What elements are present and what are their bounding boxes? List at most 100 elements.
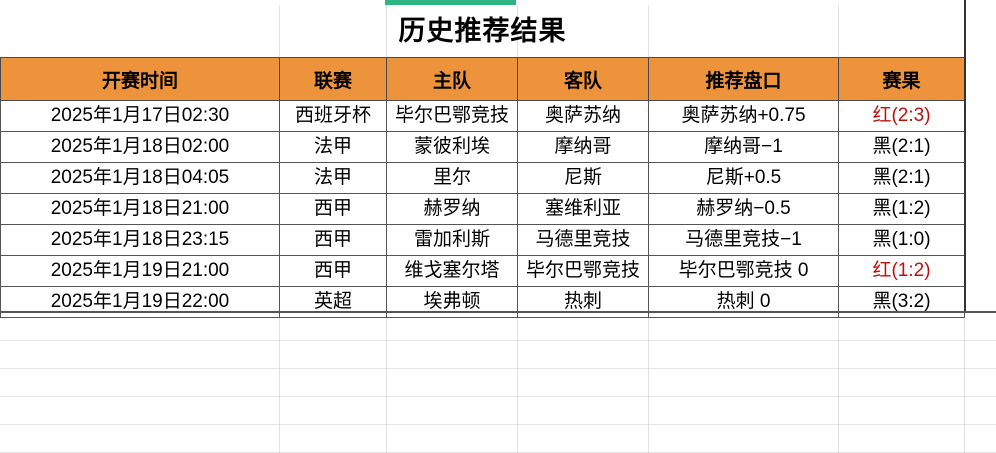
cell-league[interactable]: 西班牙杯: [279, 100, 387, 132]
cell-pick[interactable]: 毕尔巴鄂竞技 0: [648, 255, 839, 287]
cell-text: 红(1:2): [872, 260, 931, 281]
cell-text: 摩纳哥: [554, 136, 612, 157]
cell-league[interactable]: 西甲: [279, 224, 387, 256]
cell-away[interactable]: 马德里竞技: [517, 224, 649, 256]
cell-text: 法甲: [313, 167, 352, 188]
cell-time[interactable]: 2025年1月18日21:00: [0, 193, 280, 225]
cell-text: 热刺: [563, 291, 602, 312]
cell-text: 红(2:3): [872, 105, 931, 126]
cell-result[interactable]: 黑(1:0): [838, 224, 965, 256]
table-row[interactable]: 2025年1月19日21:00 西甲 维戈塞尔塔 毕尔巴鄂竞技 毕尔巴鄂竞技 0 红(1:…: [0, 255, 965, 287]
table-row[interactable]: 2025年1月18日23:15 西甲 雷加利斯 马德里竞技 马德里竞技−1 黑(1:0): [0, 224, 965, 256]
column-header-home[interactable]: 主队: [386, 57, 518, 101]
cell-result[interactable]: 黑(2:1): [838, 131, 965, 163]
cell-league[interactable]: 西甲: [279, 255, 387, 287]
green-progress-strip: [385, 0, 516, 5]
cell-text: 黑(3:2): [872, 291, 931, 312]
cell-text: 2025年1月18日23:15: [50, 229, 230, 250]
cell-away[interactable]: 尼斯: [517, 162, 649, 194]
cell-pick[interactable]: 尼斯+0.5: [648, 162, 839, 194]
table-row[interactable]: 2025年1月18日02:00 法甲 蒙彼利埃 摩纳哥 摩纳哥−1 黑(2:1): [0, 131, 965, 163]
cell-text: 2025年1月19日22:00: [50, 291, 230, 312]
cell-text: 英超: [313, 291, 352, 312]
cell-away[interactable]: 摩纳哥: [517, 131, 649, 163]
cell-time[interactable]: 2025年1月18日04:05: [0, 162, 280, 194]
cell-league[interactable]: 西甲: [279, 193, 387, 225]
column-header-league[interactable]: 联赛: [279, 57, 387, 101]
cell-text: 马德里竞技−1: [685, 229, 802, 250]
cell-time[interactable]: 2025年1月19日21:00: [0, 255, 280, 287]
cell-text: 法甲: [313, 136, 352, 157]
cell-text: 赫罗纳−0.5: [696, 198, 791, 219]
cell-text: 黑(2:1): [872, 136, 931, 157]
cell-text: 2025年1月18日04:05: [50, 167, 230, 188]
column-header-time[interactable]: 开赛时间: [0, 57, 280, 101]
cell-text: 黑(1:0): [872, 229, 931, 250]
history-results-table[interactable]: 开赛时间 联赛 主队 客队 推荐盘口 赛果 2025年1月17日02:30 西班牙…: [0, 57, 965, 318]
cell-home[interactable]: 雷加利斯: [386, 224, 518, 256]
cell-result[interactable]: 红(2:3): [838, 100, 965, 132]
cell-time[interactable]: 2025年1月18日23:15: [0, 224, 280, 256]
grid-row-rule: [0, 396, 996, 397]
cell-pick[interactable]: 赫罗纳−0.5: [648, 193, 839, 225]
cell-text: 里尔: [432, 167, 471, 188]
grid-row-rule: [0, 424, 996, 425]
cell-text: 蒙彼利埃: [413, 136, 490, 157]
table-row[interactable]: 2025年1月18日04:05 法甲 里尔 尼斯 尼斯+0.5 黑(2:1): [0, 162, 965, 194]
cell-text: 2025年1月18日02:00: [50, 136, 230, 157]
cell-away[interactable]: 奥萨苏纳: [517, 100, 649, 132]
cell-away[interactable]: 毕尔巴鄂竞技: [517, 255, 649, 287]
cell-text: 2025年1月19日21:00: [50, 260, 230, 281]
cell-text: 尼斯+0.5: [705, 167, 782, 188]
cell-text: 西甲: [313, 260, 352, 281]
cell-text: 毕尔巴鄂竞技 0: [678, 260, 809, 281]
cell-time[interactable]: 2025年1月18日02:00: [0, 131, 280, 163]
cell-text: 2025年1月17日02:30: [50, 105, 230, 126]
cell-result[interactable]: 红(1:2): [838, 255, 965, 287]
table-row[interactable]: 2025年1月18日21:00 西甲 赫罗纳 塞维利亚 赫罗纳−0.5 黑(1:2): [0, 193, 965, 225]
grid-row-rule: [0, 340, 996, 341]
cell-text: 毕尔巴鄂竞技: [394, 105, 509, 126]
cell-text: 西班牙杯: [294, 105, 371, 126]
cell-time[interactable]: 2025年1月17日02:30: [0, 100, 280, 132]
cell-text: 黑(2:1): [872, 167, 931, 188]
cell-text: 维戈塞尔塔: [404, 260, 500, 281]
column-header-pick[interactable]: 推荐盘口: [648, 57, 839, 101]
table-header-row: 开赛时间 联赛 主队 客队 推荐盘口 赛果: [0, 57, 965, 101]
cell-text: 马德里竞技: [535, 229, 631, 250]
cell-text: 奥萨苏纳+0.75: [681, 105, 806, 126]
cell-text: 塞维利亚: [544, 198, 621, 219]
sheet-title-row: 历史推荐结果: [0, 5, 965, 57]
cell-text: 西甲: [313, 229, 352, 250]
grid-row-rule: [0, 368, 996, 369]
column-header-result[interactable]: 赛果: [838, 57, 965, 101]
cell-home[interactable]: 毕尔巴鄂竞技: [386, 100, 518, 132]
cell-pick[interactable]: 奥萨苏纳+0.75: [648, 100, 839, 132]
cell-pick[interactable]: 摩纳哥−1: [648, 131, 839, 163]
cell-text: 赫罗纳: [423, 198, 481, 219]
cell-away[interactable]: 塞维利亚: [517, 193, 649, 225]
cell-home[interactable]: 赫罗纳: [386, 193, 518, 225]
column-header-away[interactable]: 客队: [517, 57, 649, 101]
cell-home[interactable]: 蒙彼利埃: [386, 131, 518, 163]
cell-text: 奥萨苏纳: [544, 105, 621, 126]
cell-league[interactable]: 法甲: [279, 162, 387, 194]
cell-text: 尼斯: [563, 167, 602, 188]
cell-league[interactable]: 法甲: [279, 131, 387, 163]
cell-text: 摩纳哥−1: [704, 136, 783, 157]
table-body[interactable]: 2025年1月17日02:30 西班牙杯 毕尔巴鄂竞技 奥萨苏纳 奥萨苏纳+0.75 红(…: [0, 100, 965, 318]
cell-result[interactable]: 黑(1:2): [838, 193, 965, 225]
used-range-bottom-border: [0, 311, 996, 313]
cell-text: 2025年1月18日21:00: [50, 198, 230, 219]
page-title: 历史推荐结果: [398, 15, 567, 46]
cell-result[interactable]: 黑(2:1): [838, 162, 965, 194]
cell-text: 西甲: [313, 198, 352, 219]
cell-pick[interactable]: 马德里竞技−1: [648, 224, 839, 256]
cell-text: 雷加利斯: [413, 229, 490, 250]
cell-text: 埃弗顿: [423, 291, 481, 312]
table-row[interactable]: 2025年1月17日02:30 西班牙杯 毕尔巴鄂竞技 奥萨苏纳 奥萨苏纳+0.75 红(…: [0, 100, 965, 132]
cell-home[interactable]: 维戈塞尔塔: [386, 255, 518, 287]
cell-text: 热刺 0: [716, 291, 771, 312]
cell-home[interactable]: 里尔: [386, 162, 518, 194]
